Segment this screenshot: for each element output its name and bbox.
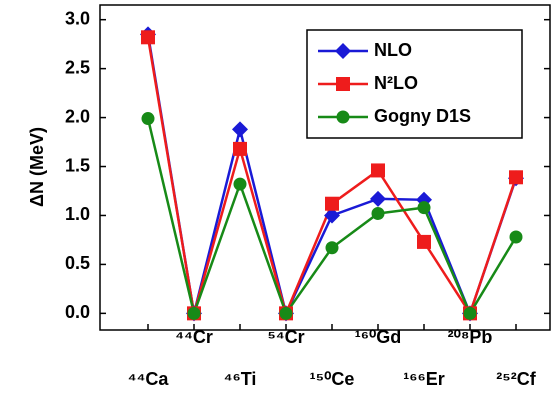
legend-label: Gogny D1S: [374, 106, 471, 126]
marker: [335, 43, 351, 59]
y-tick-label: 0.5: [65, 253, 90, 273]
marker: [279, 306, 293, 320]
marker: [325, 196, 339, 211]
y-tick-label: 2.0: [65, 106, 90, 126]
legend-label: NLO: [374, 40, 412, 60]
legend-label: N²LO: [374, 73, 418, 93]
marker: [325, 241, 339, 255]
marker: [417, 234, 431, 249]
marker: [187, 306, 201, 320]
marker: [509, 230, 523, 244]
y-tick-label: 3.0: [65, 8, 90, 28]
marker: [463, 306, 477, 320]
y-tick-label: 2.5: [65, 57, 90, 77]
marker: [336, 77, 350, 91]
marker: [417, 201, 431, 215]
marker: [370, 190, 386, 207]
marker: [509, 170, 523, 185]
marker: [141, 30, 155, 45]
marker: [336, 110, 350, 124]
x-tick-label: ¹⁶⁶Er: [403, 369, 445, 389]
x-tick-label: ⁴⁴Ca: [128, 369, 170, 389]
marker: [324, 207, 340, 224]
x-tick-label: ⁵⁴Cr: [267, 327, 304, 347]
marker: [233, 177, 247, 191]
y-tick-label: 1.5: [65, 155, 90, 175]
plot-frame: [99, 4, 551, 331]
marker: [233, 141, 247, 156]
marker: [371, 163, 385, 178]
marker: [232, 121, 248, 138]
y-axis-label: ΔN (MeV): [27, 127, 47, 207]
x-tick-label: ¹⁵⁰Ce: [310, 369, 355, 389]
y-tick-label: 1.0: [65, 204, 90, 224]
x-tick-label: ⁴⁴Cr: [175, 327, 213, 347]
x-tick-label: ²⁵²Cf: [496, 369, 536, 389]
y-tick-label: 0.0: [65, 302, 90, 322]
x-tick-label: ¹⁶⁰Gd: [355, 327, 402, 347]
marker: [371, 207, 385, 221]
x-tick-label: ²⁰⁸Pb: [448, 327, 493, 347]
marker: [141, 112, 155, 126]
x-tick-label: ⁴⁶Ti: [224, 369, 257, 389]
